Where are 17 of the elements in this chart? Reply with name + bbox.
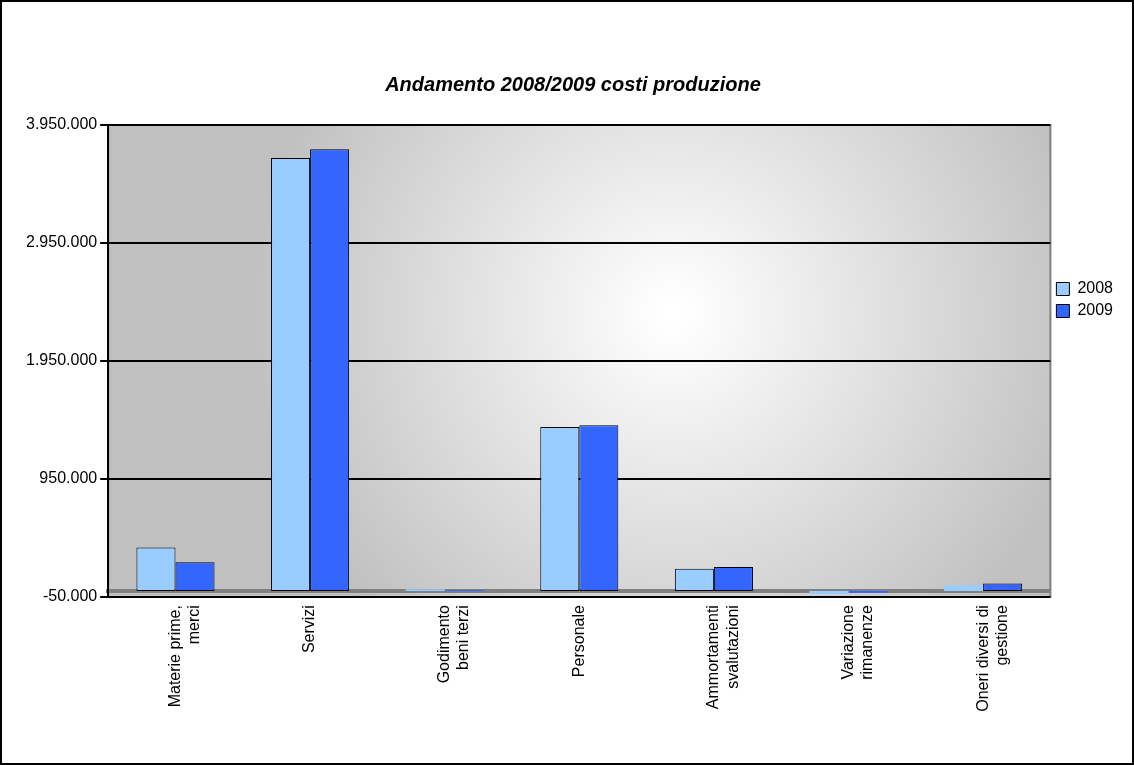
x-tick-label: Godimento beni terzi: [435, 605, 472, 684]
x-tick-label: Servizi: [300, 605, 318, 654]
x-tick-label: Ammortamenti svalutazioni: [704, 605, 741, 710]
y-tick-label: 950.000: [39, 469, 98, 487]
y-tick-label: 1.950.000: [25, 351, 98, 369]
y-tick-label: 2.950.000: [25, 233, 98, 251]
x-tick-label: Oneri diversi di gestione: [973, 605, 1010, 712]
bar: [944, 585, 984, 592]
x-tick-label: Personale: [569, 605, 587, 678]
y-tick-label: -50.000: [42, 587, 98, 605]
legend-label: 2008: [1077, 279, 1114, 297]
x-tick-label: Variazione rimanenze: [838, 605, 876, 680]
legend-label: 2009: [1077, 301, 1114, 319]
chart-title: Andamento 2008/2009 costi produzione: [384, 72, 761, 95]
y-tick-label: 3.950.000: [25, 115, 98, 133]
bar: [809, 591, 849, 595]
x-tick-label: Materie prime, merci: [165, 605, 203, 708]
